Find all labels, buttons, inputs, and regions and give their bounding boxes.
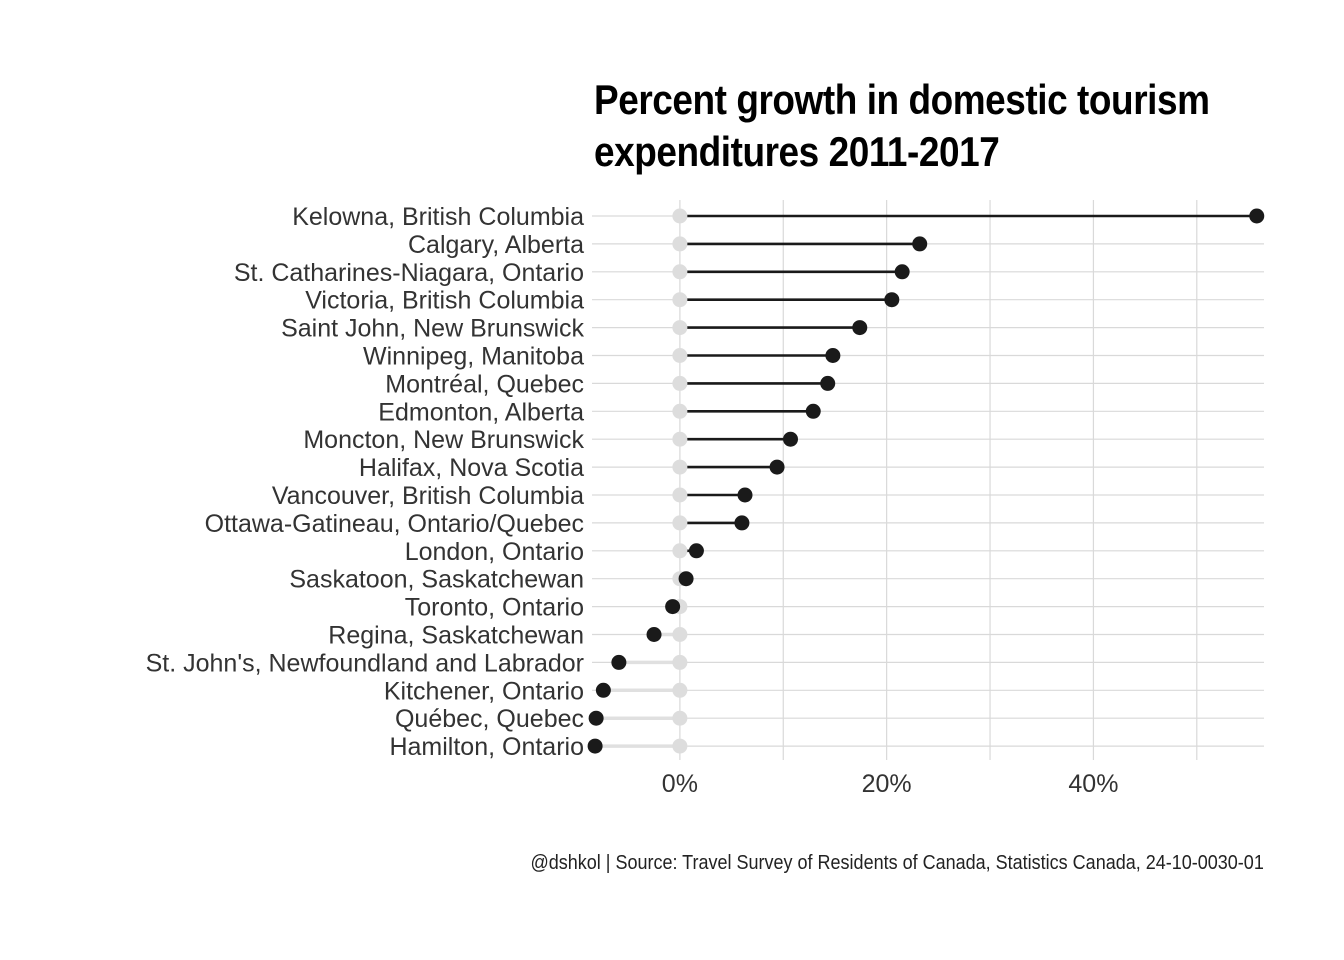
baseline-point	[672, 543, 688, 559]
baseline-point	[672, 348, 688, 363]
baseline-point	[672, 292, 688, 308]
value-point	[805, 403, 821, 419]
chart-caption: @dshkol | Source: Travel Survey of Resid…	[530, 852, 1264, 874]
value-point	[595, 682, 611, 698]
baseline-point	[672, 487, 688, 503]
baseline-point	[672, 710, 688, 726]
category-label: Victoria, British Columbia	[305, 287, 584, 315]
value-point	[734, 515, 750, 531]
baseline-point	[672, 236, 688, 252]
x-tick-label: 20%	[862, 770, 912, 798]
category-label: Moncton, New Brunswick	[303, 426, 584, 454]
baseline-point	[672, 431, 688, 447]
baseline-point	[672, 654, 688, 670]
value-point	[646, 627, 662, 642]
category-label: St. John's, Newfoundland and Labrador	[146, 649, 584, 677]
category-label: Montréal, Quebec	[385, 370, 584, 398]
baseline-point	[672, 738, 688, 754]
category-label: Winnipeg, Manitoba	[363, 343, 584, 371]
baseline-point	[672, 627, 688, 642]
value-point	[688, 543, 704, 559]
baseline-point	[672, 459, 688, 475]
baseline-point	[672, 320, 688, 336]
value-point	[825, 348, 841, 363]
value-point	[588, 710, 604, 726]
chart-title: Percent growth in domestic tourism expen…	[594, 74, 1245, 178]
category-label: St. Catharines-Niagara, Ontario	[234, 259, 584, 287]
value-point	[665, 599, 681, 615]
value-point	[820, 375, 836, 391]
x-tick-label: 0%	[662, 770, 698, 798]
point-layer	[587, 208, 1265, 754]
baseline-point	[672, 375, 688, 391]
baseline-point	[672, 515, 688, 531]
category-label: Ottawa-Gatineau, Ontario/Quebec	[205, 510, 584, 538]
value-point	[1249, 208, 1265, 224]
category-label: Regina, Saskatchewan	[328, 622, 584, 650]
value-point	[737, 487, 753, 503]
category-label: Kitchener, Ontario	[384, 677, 584, 705]
segment-layer	[595, 214, 1257, 748]
value-point	[678, 571, 694, 587]
value-point	[782, 431, 798, 447]
chart-title-line-1: Percent growth in domestic tourism	[594, 76, 1210, 123]
baseline-point	[672, 264, 688, 280]
category-label: Saskatoon, Saskatchewan	[289, 566, 584, 594]
grid-layer	[592, 200, 1264, 760]
value-point	[769, 459, 785, 475]
value-point	[894, 264, 910, 280]
category-label: London, Ontario	[405, 538, 584, 566]
chart-title-line-2: expenditures 2011-2017	[594, 128, 1000, 175]
category-label: Edmonton, Alberta	[378, 398, 584, 426]
category-label: Québec, Quebec	[395, 705, 584, 733]
baseline-point	[672, 403, 688, 419]
category-label: Halifax, Nova Scotia	[359, 454, 584, 482]
x-tick-label-layer: 0% 20% 40%	[662, 770, 1119, 798]
value-point	[884, 292, 900, 308]
category-label: Calgary, Alberta	[408, 231, 584, 259]
value-point	[587, 738, 603, 754]
category-label: Kelowna, British Columbia	[292, 203, 584, 231]
category-label: Hamilton, Ontario	[389, 733, 584, 761]
value-point	[611, 654, 627, 670]
value-point	[852, 320, 868, 336]
category-label: Saint John, New Brunswick	[281, 315, 584, 343]
category-label: Vancouver, British Columbia	[272, 482, 584, 510]
category-label: Toronto, Ontario	[405, 594, 584, 622]
x-tick-label: 40%	[1068, 770, 1118, 798]
value-point	[912, 236, 928, 252]
baseline-point	[672, 208, 688, 224]
baseline-point	[672, 682, 688, 698]
